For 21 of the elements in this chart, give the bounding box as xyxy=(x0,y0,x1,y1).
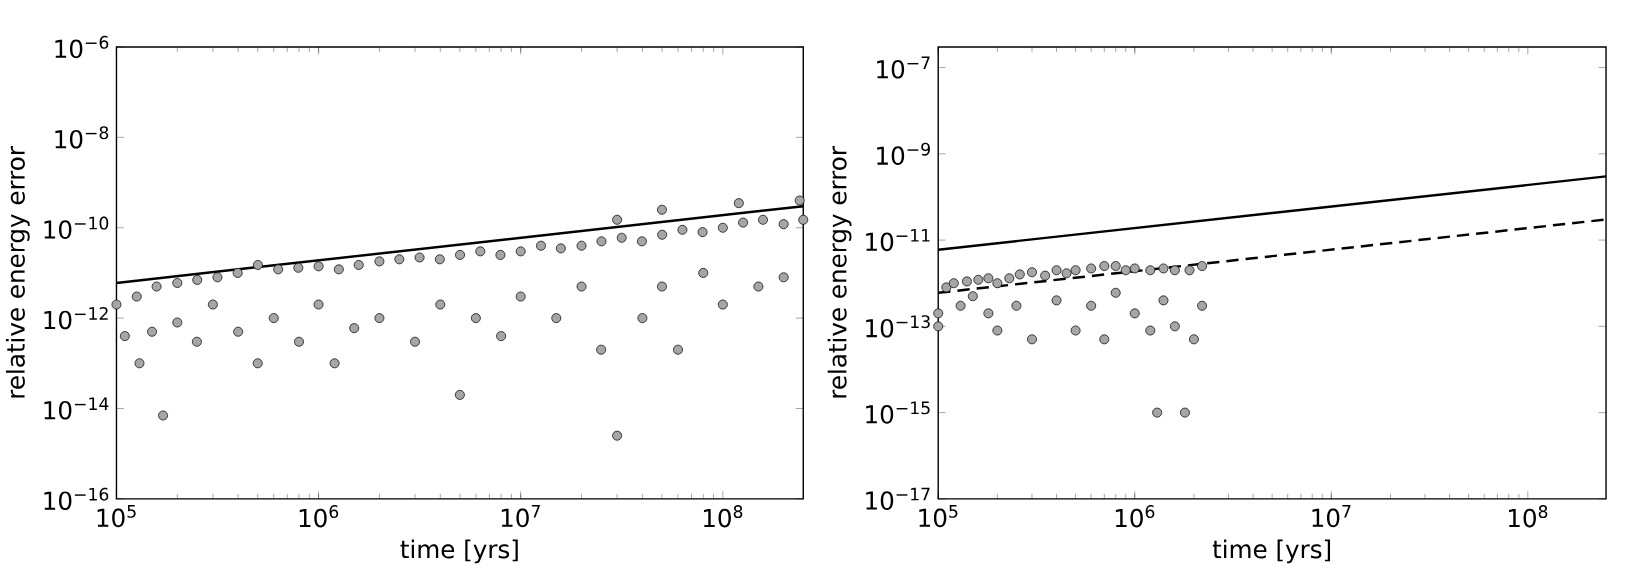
y-tick-label: 10$^{−14}$ xyxy=(44,397,109,420)
x-tick-label: 10$^{7}$ xyxy=(1312,505,1351,528)
y-tick-label: 10$^{−15}$ xyxy=(866,401,930,424)
y-axis-title: relative energy error xyxy=(827,146,852,398)
y-tick-label: 10$^{−11}$ xyxy=(866,229,930,252)
x-tick-label: 10$^{6}$ xyxy=(1115,505,1155,528)
y-tick-label: 10$^{−7}$ xyxy=(877,56,930,79)
y-axis-title: relative energy error xyxy=(5,146,30,398)
x-tick-label: 10$^{5}$ xyxy=(919,505,958,528)
y-tick-label: 10$^{−10}$ xyxy=(44,216,109,239)
y-tick-label: 10$^{−13}$ xyxy=(866,315,930,338)
x-tick-label: 10$^{6}$ xyxy=(299,505,339,528)
y-tick-label: 10$^{−12}$ xyxy=(44,307,108,330)
x-axis-title: time [yrs] xyxy=(1212,539,1331,564)
y-tick-label: 10$^{−9}$ xyxy=(877,142,930,166)
y-tick-label: 10$^{−8}$ xyxy=(55,126,109,149)
x-axis-title: time [yrs] xyxy=(400,539,518,564)
y-tick-label: 10$^{−6}$ xyxy=(55,35,109,59)
x-tick-label: 10$^{7}$ xyxy=(501,505,540,528)
x-tick-label: 10$^{8}$ xyxy=(1508,505,1548,528)
x-tick-label: 10$^{8}$ xyxy=(703,505,743,528)
